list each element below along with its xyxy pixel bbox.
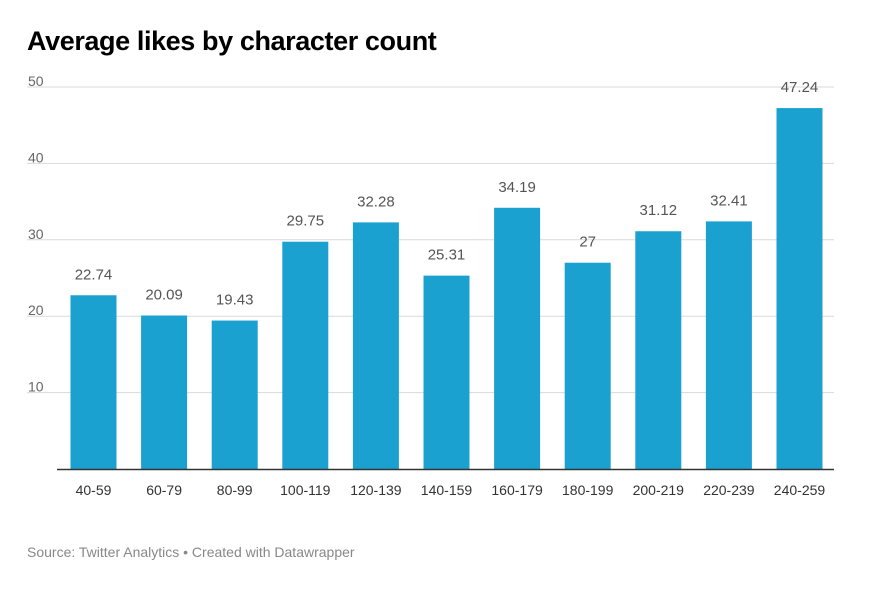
x-tick-label: 80-99 [217, 482, 253, 498]
bars [70, 108, 823, 470]
bar [635, 231, 682, 469]
chart-footer: Source: Twitter Analytics • Created with… [27, 544, 355, 560]
x-tick-label: 140-159 [421, 482, 473, 498]
bar [141, 315, 188, 469]
y-tick-label: 20 [28, 302, 44, 318]
bar [564, 262, 611, 469]
y-tick-label: 30 [28, 226, 44, 242]
bar [352, 222, 399, 469]
x-tick-label: 120-139 [350, 482, 402, 498]
chart-title: Average likes by character count [27, 26, 437, 56]
data-label: 32.28 [357, 193, 395, 210]
data-label: 20.09 [145, 287, 183, 304]
bar [705, 221, 752, 469]
y-tick-label: 40 [28, 149, 44, 165]
bar [776, 108, 823, 470]
x-tick-label: 100-119 [280, 482, 331, 498]
x-tick-label: 180-199 [562, 482, 614, 498]
x-tick-label: 220-239 [703, 482, 755, 498]
x-tick-label: 160-179 [491, 482, 543, 498]
bar [70, 295, 117, 469]
data-label: 34.19 [498, 179, 536, 196]
x-tick-label: 60-79 [146, 482, 182, 498]
data-label: 29.75 [287, 213, 325, 230]
y-tick-label: 50 [28, 73, 44, 89]
bar [423, 275, 470, 469]
y-tick-label: 10 [28, 379, 44, 395]
y-axis-ticks: 10 20 30 40 50 [28, 73, 44, 395]
bar [282, 241, 329, 469]
data-label: 47.24 [781, 79, 819, 96]
x-tick-label: 200-219 [633, 482, 685, 498]
data-label: 27 [579, 234, 596, 251]
data-label: 19.43 [216, 292, 254, 309]
data-labels: 22.74 20.09 19.43 29.75 32.28 25.31 34.19 27 31.… [75, 79, 819, 308]
data-label: 22.74 [75, 266, 113, 283]
x-tick-label: 240-259 [774, 482, 826, 498]
bar [494, 207, 541, 470]
bar [211, 320, 258, 469]
x-tick-label: 40-59 [76, 482, 112, 498]
data-label: 32.41 [710, 192, 748, 209]
data-label: 31.12 [640, 202, 678, 219]
x-axis-ticks: 40-59 60-79 80-99 100-119 120-139 140-159 160-… [76, 482, 826, 498]
data-label: 25.31 [428, 247, 466, 264]
